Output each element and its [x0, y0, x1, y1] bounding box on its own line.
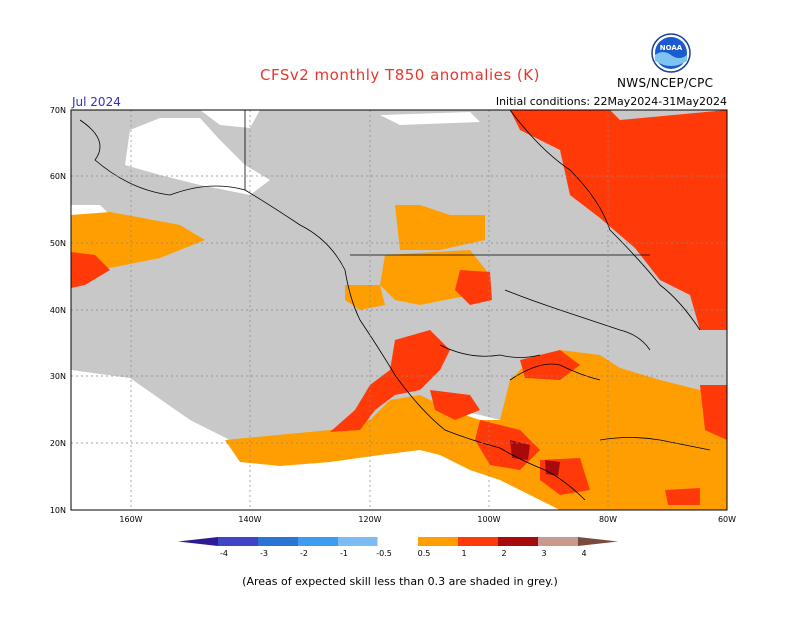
lat-label: 10N — [50, 506, 66, 515]
lon-label: 160W — [119, 515, 142, 524]
coastlines — [79, 109, 711, 501]
lat-label: 40N — [50, 306, 66, 315]
logo-lettering: NOAA — [660, 44, 683, 52]
legend-swatch — [458, 537, 498, 546]
initial-conditions: Initial conditions: 22May2024-31May2024 — [495, 95, 727, 108]
legend-label: -3 — [260, 549, 268, 558]
legend-label: 2 — [501, 549, 506, 558]
legend-swatch — [498, 537, 538, 546]
legend-arrow-high — [578, 537, 618, 546]
noaa-logo-icon: NOAA — [651, 33, 691, 73]
legend-label: -0.5 — [376, 549, 392, 558]
map-frame — [70, 109, 728, 511]
legend-label: -2 — [300, 549, 308, 558]
legend-label: -4 — [220, 549, 228, 558]
legend-label: 4 — [581, 549, 586, 558]
legend-swatch — [377, 536, 419, 547]
legend-label: 1 — [461, 549, 466, 558]
anomaly-0p5-1 — [71, 205, 727, 510]
legend-swatch — [258, 537, 298, 546]
legend-swatch — [338, 537, 378, 546]
skill-footnote: (Areas of expected skill less than 0.3 a… — [242, 575, 558, 588]
agency-label: NWS/NCEP/CPC — [617, 76, 714, 90]
legend-swatch — [418, 537, 458, 546]
legend-swatch — [218, 537, 258, 546]
legend-label: 3 — [541, 549, 546, 558]
color-legend: -4 -3 -2 -1 -0.5 0.5 1 2 3 4 — [178, 536, 618, 558]
legend-label: 0.5 — [418, 549, 431, 558]
legend-arrow-low — [178, 537, 218, 546]
lat-labels: 70N 60N 50N 40N 30N 20N 10N — [50, 106, 66, 515]
lon-labels: 160W 140W 120W 100W 80W 60W — [119, 515, 736, 524]
lon-label: 80W — [599, 515, 617, 524]
lat-label: 70N — [50, 106, 66, 115]
lat-label: 60N — [50, 172, 66, 181]
lat-label: 20N — [50, 439, 66, 448]
legend-label: -1 — [340, 549, 348, 558]
lon-label: 60W — [718, 515, 736, 524]
legend-swatch — [538, 537, 578, 546]
legend-swatch — [298, 537, 338, 546]
lon-label: 100W — [477, 515, 500, 524]
lon-label: 140W — [238, 515, 261, 524]
graticule — [71, 110, 727, 510]
forecast-month: Jul 2024 — [72, 95, 121, 109]
lon-label: 120W — [358, 515, 381, 524]
chart-title: CFSv2 monthly T850 anomalies (K) — [260, 66, 540, 84]
lat-label: 30N — [50, 372, 66, 381]
lat-label: 50N — [50, 239, 66, 248]
